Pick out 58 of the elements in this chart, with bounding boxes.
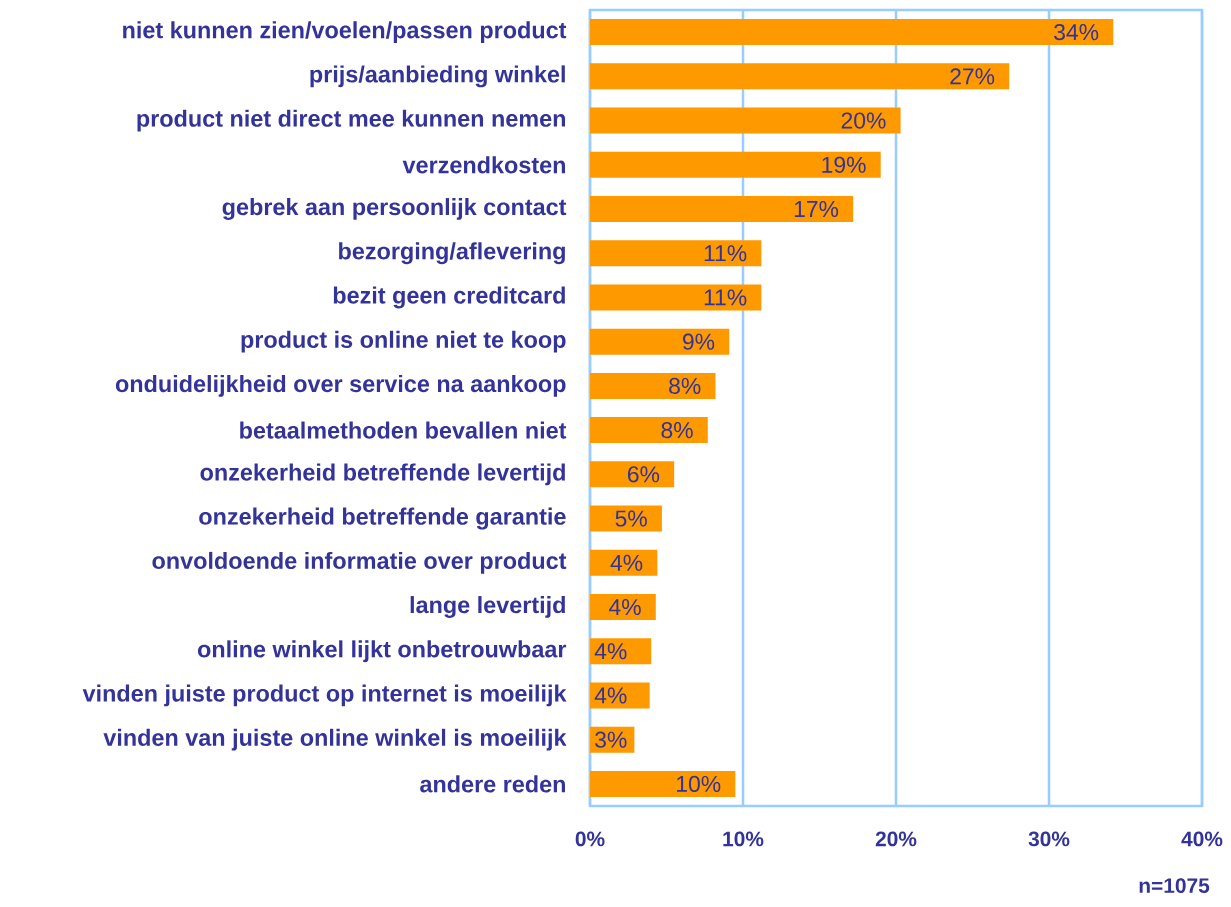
bar bbox=[590, 461, 675, 488]
y-tick-label: prijs/aanbieding winkel bbox=[310, 65, 565, 88]
bar bbox=[590, 505, 662, 532]
y-tick-label: andere reden bbox=[420, 775, 565, 793]
bar bbox=[590, 151, 881, 178]
data-label: 8% bbox=[669, 377, 701, 394]
data-label: 17% bbox=[794, 200, 839, 218]
bar bbox=[590, 328, 730, 355]
bar bbox=[590, 417, 708, 444]
bar bbox=[590, 770, 736, 797]
data-label: 11% bbox=[704, 245, 747, 262]
y-tick-label: onzekerheid betreffende garantie bbox=[199, 507, 566, 530]
data-label: 4% bbox=[594, 643, 627, 660]
data-label: 10% bbox=[677, 775, 721, 793]
data-label: 20% bbox=[841, 112, 886, 129]
y-tick-label: online winkel lijkt onbetrouwbaar bbox=[197, 640, 567, 663]
data-label: 9% bbox=[682, 333, 715, 350]
text: n=1075 bbox=[1139, 878, 1210, 894]
y-tick-label: verzendkosten bbox=[402, 156, 566, 174]
bar bbox=[590, 63, 1010, 90]
data-label: 34% bbox=[1054, 24, 1099, 41]
bar bbox=[590, 19, 1114, 46]
bar bbox=[590, 196, 854, 222]
bar bbox=[590, 284, 762, 311]
data-label: 4% bbox=[609, 598, 641, 616]
data-label: 4% bbox=[594, 687, 627, 704]
bar bbox=[590, 594, 656, 621]
y-tick-label: onvoldoende informatie over product bbox=[152, 551, 567, 574]
bar bbox=[590, 372, 716, 399]
y-tick-label: onzekerheid betreffende levertijd bbox=[200, 463, 565, 486]
y-tick-label: niet kunnen zien/voelen/passen product bbox=[123, 21, 567, 44]
data-label: 3% bbox=[595, 731, 627, 748]
x-tick-label: 20% bbox=[875, 831, 917, 847]
y-tick-label: product niet direct mee kunnen nemen bbox=[137, 109, 566, 132]
y-tick-label: product is online niet te koop bbox=[241, 330, 566, 353]
data-label: 11% bbox=[704, 289, 747, 306]
y-tick-label: lange levertijd bbox=[410, 596, 565, 618]
y-tick-label: vinden juiste product op internet is moeilijk bbox=[82, 684, 567, 707]
bar bbox=[590, 549, 658, 576]
y-tick-label: bezorging/aflevering bbox=[339, 242, 565, 265]
y-tick-label: vinden van juiste online winkel is moeilijk bbox=[103, 728, 567, 751]
y-tick-label: onduidelijkheid over service na aankoop bbox=[115, 374, 566, 397]
bar bbox=[590, 107, 901, 134]
data-label: 5% bbox=[615, 510, 647, 527]
x-tick-label: 40% bbox=[1181, 831, 1223, 847]
x-tick-label: 0% bbox=[575, 831, 605, 847]
x-tick-label: 30% bbox=[1028, 831, 1070, 847]
bar bbox=[590, 682, 650, 709]
bar bbox=[590, 240, 762, 267]
data-label: 4% bbox=[610, 554, 643, 571]
y-tick-label: gebrek aan persoonlijk contact bbox=[222, 198, 567, 220]
y-tick-label: betaalmethoden bevallen niet bbox=[240, 421, 567, 439]
x-tick-label: 10% bbox=[723, 831, 764, 847]
data-label: 6% bbox=[627, 466, 660, 483]
data-label: 27% bbox=[950, 68, 995, 85]
data-label: 19% bbox=[822, 156, 866, 173]
data-label: 8% bbox=[661, 422, 693, 439]
y-tick-label: bezit geen creditcard bbox=[333, 286, 565, 309]
